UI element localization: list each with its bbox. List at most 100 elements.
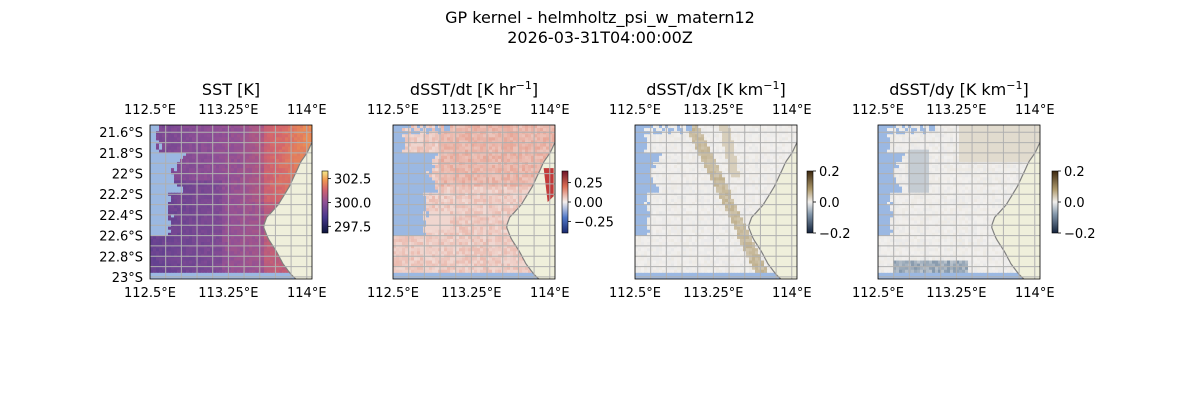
heatmap-cell — [498, 245, 502, 249]
heatmap-cell — [213, 161, 217, 166]
heatmap-cell — [414, 183, 418, 188]
heatmap-cell — [468, 146, 472, 151]
heatmap-cell — [519, 198, 523, 203]
heatmap-cell — [168, 208, 172, 212]
heatmap-cell — [216, 214, 220, 218]
heatmap-cell — [153, 134, 157, 138]
heatmap-cell — [153, 208, 157, 212]
heatmap-cell — [507, 180, 511, 185]
heatmap-cell — [519, 202, 523, 206]
heatmap-cell — [498, 186, 502, 191]
heatmap-cell — [237, 149, 241, 154]
heatmap-cell — [183, 226, 187, 231]
heatmap-cell — [546, 143, 550, 148]
heatmap-cell — [414, 198, 418, 203]
heatmap-cell — [435, 226, 439, 231]
heatmap-cell — [246, 131, 250, 135]
heatmap-cell — [444, 248, 448, 252]
heatmap-cell — [489, 186, 493, 191]
heatmap-cell — [405, 189, 409, 194]
heatmap-cell — [513, 248, 517, 252]
heatmap-cell — [192, 214, 196, 218]
heatmap-cell — [426, 208, 430, 212]
heatmap-cell — [213, 275, 217, 279]
heatmap-cell — [408, 146, 412, 151]
heatmap-cell — [252, 251, 256, 255]
heatmap-cell — [456, 211, 460, 215]
heatmap-cell — [219, 183, 223, 188]
heatmap-cell — [267, 183, 271, 188]
heatmap-cell — [198, 189, 202, 194]
heatmap-cell — [216, 238, 220, 243]
heatmap-cell — [150, 158, 154, 163]
heatmap-cell — [150, 149, 154, 154]
heatmap-cell — [429, 232, 433, 237]
heatmap-cell — [156, 183, 160, 188]
heatmap-cell — [216, 242, 220, 246]
heatmap-cell — [396, 189, 400, 194]
heatmap-cell — [162, 226, 166, 231]
heatmap-cell — [156, 235, 160, 240]
heatmap-cell — [219, 242, 223, 246]
heatmap-cell — [291, 174, 295, 178]
heatmap-cell — [417, 198, 421, 203]
heatmap-cell — [417, 143, 421, 148]
heatmap-cell — [480, 143, 484, 148]
heatmap-cell — [489, 165, 493, 169]
heatmap-cell — [216, 131, 220, 135]
heatmap-cell — [285, 125, 289, 129]
heatmap-cell — [189, 180, 193, 185]
heatmap-cell — [525, 168, 529, 172]
heatmap-cell — [174, 226, 178, 231]
heatmap-cell — [216, 174, 220, 178]
heatmap-cell — [426, 128, 430, 132]
heatmap-cell — [234, 168, 238, 172]
heatmap-cell — [198, 257, 202, 262]
heatmap-cell — [219, 251, 223, 255]
heatmap-cell — [504, 186, 508, 191]
heatmap-cell — [408, 242, 412, 246]
heatmap-cell — [459, 186, 463, 191]
heatmap-cell — [291, 131, 295, 135]
heatmap-cell — [432, 128, 436, 132]
heatmap-cell — [396, 125, 400, 129]
heatmap-cell — [426, 251, 430, 255]
heatmap-cell — [495, 248, 499, 252]
heatmap-cell — [186, 165, 190, 169]
heatmap-cell — [273, 168, 277, 172]
heatmap-cell — [495, 168, 499, 172]
heatmap-cell — [204, 189, 208, 194]
heatmap-cell — [531, 168, 535, 172]
heatmap-cell — [162, 205, 166, 209]
heatmap-cell — [261, 152, 265, 157]
heatmap-cell — [213, 195, 217, 200]
heatmap-cell — [399, 248, 403, 252]
heatmap-cell — [411, 183, 415, 188]
heatmap-cell — [153, 266, 157, 271]
heatmap-cell — [393, 171, 397, 175]
heatmap-cell — [477, 226, 481, 231]
heatmap-cell — [177, 242, 181, 246]
heatmap-cell — [468, 174, 472, 178]
heatmap-cell — [186, 174, 190, 178]
heatmap-cell — [411, 208, 415, 212]
heatmap-cell — [219, 202, 223, 206]
heatmap-cell — [156, 131, 160, 135]
heatmap-cell — [261, 226, 265, 231]
heatmap-cell — [405, 137, 409, 141]
heatmap-cell — [396, 165, 400, 169]
heatmap-cell — [156, 134, 160, 138]
heatmap-cell — [174, 257, 178, 262]
y-tick-label: 23°S — [112, 271, 143, 286]
heatmap-cell — [288, 180, 292, 185]
heatmap-cell — [519, 165, 523, 169]
heatmap-cell — [492, 229, 496, 234]
heatmap-cell — [207, 266, 211, 271]
heatmap-cell — [189, 202, 193, 206]
heatmap-cell — [531, 137, 535, 141]
heatmap-cell — [432, 168, 436, 172]
heatmap-cell — [204, 183, 208, 188]
heatmap-cell — [492, 242, 496, 246]
heatmap-cell — [201, 269, 205, 274]
heatmap-cell — [432, 146, 436, 151]
